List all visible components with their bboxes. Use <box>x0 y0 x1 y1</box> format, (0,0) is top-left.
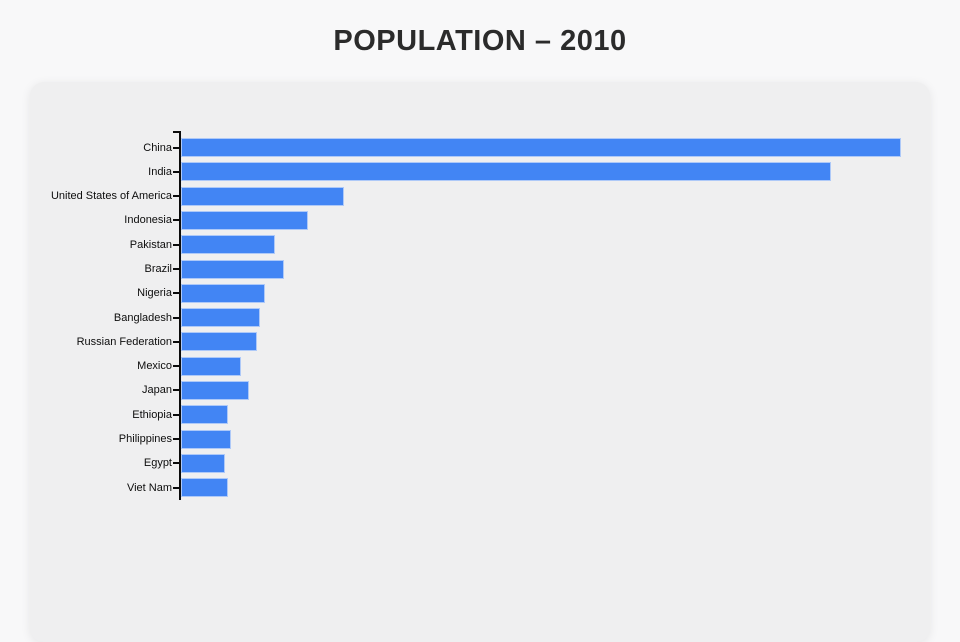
axis-tick <box>173 340 180 343</box>
category-label: China <box>143 141 172 154</box>
population-bar <box>181 259 285 279</box>
category-label: India <box>148 165 172 178</box>
category-label: Nigeria <box>137 287 172 300</box>
population-bar <box>181 210 309 230</box>
axis-tick <box>173 243 180 246</box>
population-bar <box>181 429 231 449</box>
category-label: Indonesia <box>124 214 172 227</box>
axis-tick <box>173 486 180 489</box>
category-label: Philippines <box>118 433 172 446</box>
category-label: Ethiopia <box>132 408 172 421</box>
category-label: Egypt <box>143 457 172 470</box>
y-axis-top-cap <box>173 131 181 133</box>
bar-chart: China India United States of America Indone… <box>50 138 901 498</box>
category-label: Pakistan <box>129 238 172 251</box>
page-title: POPULATION – 2010 <box>333 25 627 57</box>
axis-tick <box>173 219 180 222</box>
axis-tick <box>173 170 180 173</box>
population-bar <box>181 235 275 255</box>
axis-tick <box>173 389 180 392</box>
axis-tick <box>173 292 180 295</box>
category-label: Russian Federation <box>76 335 172 348</box>
population-bar <box>181 380 250 400</box>
category-label: Mexico <box>137 360 172 373</box>
population-bar <box>181 405 228 425</box>
population-bar <box>181 308 260 328</box>
category-label: United States of America <box>50 190 172 203</box>
population-bar <box>181 186 345 206</box>
category-label: Brazil <box>144 263 172 276</box>
axis-tick <box>173 268 180 271</box>
axis-tick <box>173 438 180 441</box>
axis-tick <box>173 195 180 198</box>
y-axis-line <box>179 131 181 500</box>
population-bar <box>181 162 831 182</box>
axis-tick <box>173 462 180 465</box>
population-bar <box>181 332 258 352</box>
population-bar <box>181 138 901 158</box>
population-bar <box>181 478 228 498</box>
axis-tick <box>173 146 180 149</box>
axis-tick <box>173 316 180 319</box>
category-label: Japan <box>142 384 172 397</box>
category-label: Viet Nam <box>126 481 172 494</box>
axis-tick <box>173 365 180 368</box>
population-bar <box>181 356 242 376</box>
population-bar <box>181 453 226 473</box>
category-label: Bangladesh <box>113 311 172 324</box>
population-bar <box>181 283 265 303</box>
axis-tick <box>173 413 180 416</box>
